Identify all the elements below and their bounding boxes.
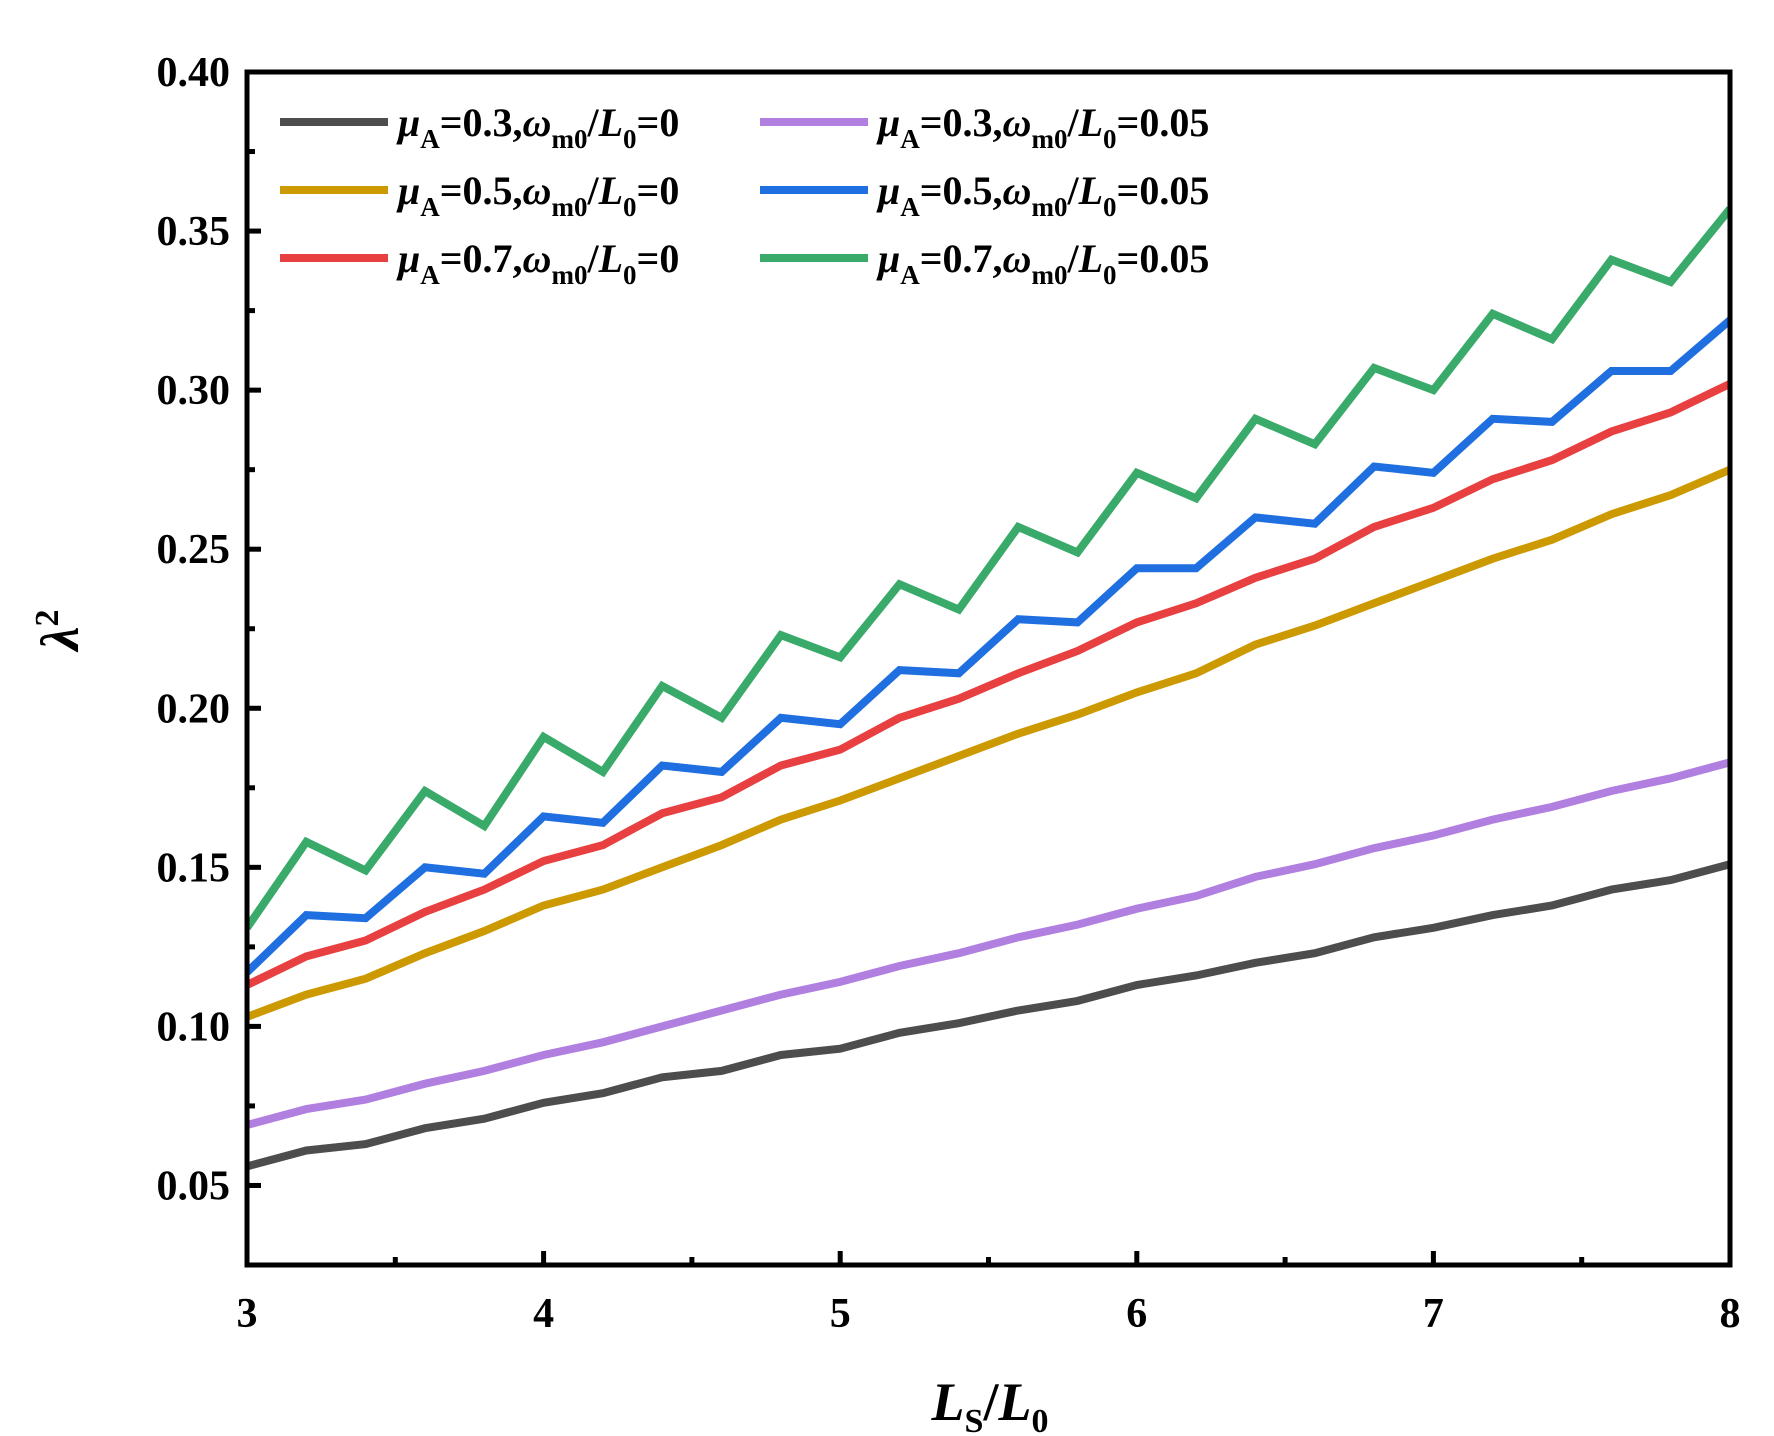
ticks-layer: 3 4 5 6 7 8 0.05 0.10 0.15 0.20 0.25 0.30 0.35 0.40 bbox=[157, 50, 1741, 1337]
y-tick-label: 0.30 bbox=[157, 368, 231, 414]
y-axis-title-sup: 2 bbox=[29, 610, 66, 627]
x-axis-title-sub: S bbox=[965, 1403, 984, 1436]
x-axis-title-main2: L bbox=[997, 1372, 1031, 1432]
x-tick-label: 8 bbox=[1720, 1291, 1741, 1337]
series-line-2 bbox=[247, 466, 1730, 1021]
x-tick-label: 4 bbox=[533, 1291, 554, 1337]
x-tick-label: 7 bbox=[1423, 1291, 1444, 1337]
legend: μA=0.3,ωm0/L0=0 μA=0.5,ωm0/L0=0 μA=0.7,ωm0… bbox=[280, 100, 1209, 290]
series-line-6 bbox=[247, 206, 1730, 931]
legend-label: μA=0.3,ωm0/L0=0.05 bbox=[876, 100, 1209, 154]
legend-label: μA=0.7,ωm0/L0=0.05 bbox=[876, 236, 1209, 290]
x-tick-label: 6 bbox=[1126, 1291, 1147, 1337]
y-tick-label: 0.25 bbox=[157, 527, 231, 573]
x-axis-title-sub2: 0 bbox=[1031, 1403, 1048, 1436]
series-line-3 bbox=[247, 380, 1730, 989]
legend-label: μA=0.5,ωm0/L0=0.05 bbox=[876, 168, 1209, 222]
series-line-1 bbox=[247, 860, 1730, 1171]
y-tick-label: 0.35 bbox=[157, 209, 231, 255]
x-axis-title: LS/L0 bbox=[931, 1372, 1049, 1436]
series-line-5 bbox=[247, 317, 1730, 976]
x-tick-label: 5 bbox=[830, 1291, 851, 1337]
x-axis-title-sep: / bbox=[982, 1372, 999, 1432]
y-tick-label: 0.05 bbox=[157, 1163, 231, 1209]
y-axis-title: λ2 bbox=[29, 610, 90, 653]
y-tick-label: 0.10 bbox=[157, 1004, 231, 1050]
legend-label: μA=0.5,ωm0/L0=0 bbox=[396, 168, 679, 222]
x-axis-title-main: L bbox=[931, 1372, 965, 1432]
series-line-4 bbox=[247, 758, 1730, 1129]
x-tick-label: 3 bbox=[237, 1291, 258, 1337]
series-layer bbox=[247, 206, 1730, 1171]
legend-label: μA=0.3,ωm0/L0=0 bbox=[396, 100, 679, 154]
legend-label: μA=0.7,ωm0/L0=0 bbox=[396, 236, 679, 290]
y-tick-label: 0.15 bbox=[157, 845, 231, 891]
y-tick-label: 0.20 bbox=[157, 686, 231, 732]
y-tick-label: 0.40 bbox=[157, 50, 231, 96]
y-axis-title-main: λ bbox=[30, 627, 90, 653]
